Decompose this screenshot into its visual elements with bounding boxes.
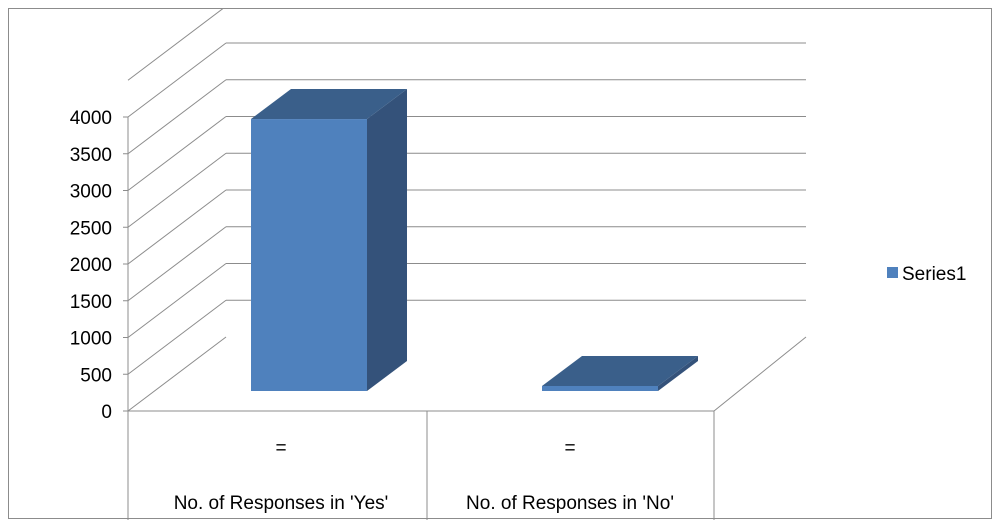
bar-top (542, 356, 698, 386)
y-tick-label: 500 (80, 365, 112, 386)
category-label: No. of Responses in 'No' (466, 493, 674, 514)
y-tick-label: 2500 (70, 218, 112, 239)
chart-frame: 0 500 1000 1500 2000 2500 3000 3500 4000 = No. of… (8, 8, 992, 520)
legend-swatch-series1 (887, 267, 898, 278)
bar-top (251, 89, 407, 120)
bar (251, 119, 367, 392)
side-gridline (127, 299, 227, 375)
floor-right-edge (713, 336, 807, 412)
legend-label-series1: Series1 (902, 264, 966, 285)
category-top-label: = (275, 438, 286, 459)
y-axis-ticks: 0 500 1000 1500 2000 2500 3000 3500 4000 (70, 108, 112, 423)
bar-chart: 0 500 1000 1500 2000 2500 3000 3500 4000 = No. of… (70, 9, 966, 520)
y-tick-label: 3000 (70, 182, 112, 203)
category-labels: = No. of Responses in 'Yes' = No. of Respon… (174, 438, 674, 514)
side-gridline (127, 79, 227, 155)
y-tick-label: 0 (101, 402, 112, 423)
bar (542, 386, 658, 391)
category-label: No. of Responses in 'Yes' (174, 493, 389, 514)
side-gridline (127, 42, 227, 118)
side-gridline (127, 336, 227, 412)
category-top-label: = (564, 438, 575, 459)
axes (123, 116, 807, 520)
gridlines (127, 9, 806, 412)
side-gridline (127, 189, 227, 265)
y-tick-label: 1000 (70, 329, 112, 350)
side-gridline (127, 226, 227, 302)
legend: Series1 (887, 264, 966, 285)
side-gridline (127, 152, 227, 228)
y-tick-label: 1500 (70, 292, 112, 313)
bar-side (658, 356, 698, 391)
side-gridline (127, 263, 227, 338)
y-tick-label: 4000 (70, 108, 112, 129)
y-tick-label: 3500 (70, 145, 112, 166)
bar-side (367, 89, 407, 392)
y-tick-label: 2000 (70, 255, 112, 276)
bars (251, 89, 698, 392)
side-gridline (127, 9, 224, 81)
side-gridline (127, 116, 227, 191)
